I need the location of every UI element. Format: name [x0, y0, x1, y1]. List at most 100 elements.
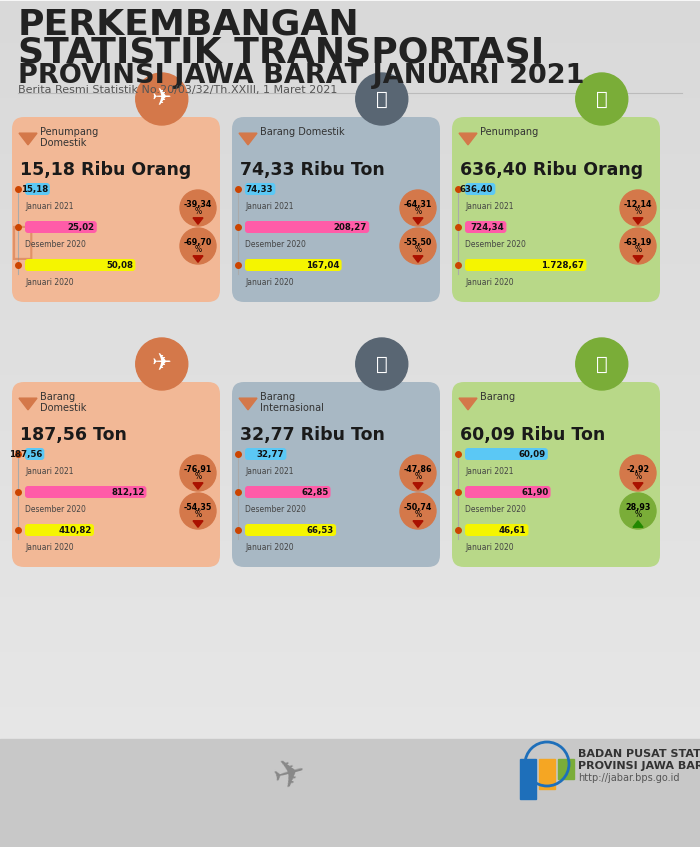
- Polygon shape: [413, 483, 423, 490]
- Circle shape: [180, 190, 216, 226]
- Text: ✈: ✈: [152, 86, 172, 110]
- Text: 187,56 Ton: 187,56 Ton: [20, 426, 127, 444]
- Text: 28,93: 28,93: [625, 502, 651, 512]
- Text: 812,12: 812,12: [111, 488, 144, 496]
- FancyBboxPatch shape: [465, 259, 587, 271]
- Text: Berita Resmi Statistik No.20/03/32/Th.XXIII, 1 Maret 2021: Berita Resmi Statistik No.20/03/32/Th.XX…: [18, 85, 337, 95]
- Text: 46,61: 46,61: [499, 525, 526, 534]
- Text: Januari 2021: Januari 2021: [25, 467, 74, 476]
- Text: Barang: Barang: [260, 392, 295, 402]
- Circle shape: [356, 338, 408, 390]
- FancyBboxPatch shape: [25, 221, 97, 233]
- Text: Barang: Barang: [40, 392, 75, 402]
- Polygon shape: [239, 133, 257, 145]
- Text: %: %: [195, 207, 202, 215]
- FancyBboxPatch shape: [245, 221, 369, 233]
- Polygon shape: [239, 398, 257, 410]
- Circle shape: [620, 228, 656, 264]
- FancyBboxPatch shape: [25, 486, 146, 498]
- Text: %: %: [634, 207, 642, 215]
- Polygon shape: [633, 256, 643, 263]
- Text: -54,35: -54,35: [184, 502, 212, 512]
- Text: Januari 2021: Januari 2021: [245, 467, 293, 476]
- Text: 208,27: 208,27: [334, 223, 368, 231]
- FancyBboxPatch shape: [25, 183, 50, 195]
- Text: Januari 2021: Januari 2021: [245, 202, 293, 211]
- Text: Desember 2020: Desember 2020: [245, 505, 306, 514]
- Text: PROVINSI JAWA BARAT JANUARI 2021: PROVINSI JAWA BARAT JANUARI 2021: [18, 63, 584, 89]
- Text: PERKEMBANGAN: PERKEMBANGAN: [18, 7, 360, 41]
- Text: %: %: [414, 207, 421, 215]
- Text: Januari 2021: Januari 2021: [465, 202, 514, 211]
- Text: 62,85: 62,85: [301, 488, 328, 496]
- Text: %: %: [634, 510, 642, 518]
- Polygon shape: [633, 218, 643, 224]
- Bar: [558, 759, 574, 779]
- Text: 32,77: 32,77: [257, 450, 284, 458]
- FancyBboxPatch shape: [232, 117, 440, 302]
- Bar: [539, 759, 555, 789]
- Text: -39,34: -39,34: [184, 200, 212, 208]
- Text: 66,53: 66,53: [307, 525, 334, 534]
- Text: Januari 2020: Januari 2020: [245, 278, 293, 287]
- Text: -69,70: -69,70: [184, 237, 212, 246]
- Circle shape: [356, 73, 408, 125]
- Text: %: %: [634, 472, 642, 480]
- Text: 74,33: 74,33: [246, 185, 274, 193]
- Text: 60,09 Ribu Ton: 60,09 Ribu Ton: [460, 426, 606, 444]
- Text: 410,82: 410,82: [59, 525, 92, 534]
- Polygon shape: [193, 521, 203, 527]
- Text: 636,40 Ribu Orang: 636,40 Ribu Orang: [460, 161, 643, 179]
- Text: Domestik: Domestik: [40, 403, 86, 413]
- Polygon shape: [19, 398, 37, 410]
- Text: Internasional: Internasional: [260, 403, 324, 413]
- FancyBboxPatch shape: [452, 117, 660, 302]
- FancyBboxPatch shape: [25, 259, 135, 271]
- Text: -50,74: -50,74: [404, 502, 432, 512]
- FancyBboxPatch shape: [245, 486, 330, 498]
- Text: ✈: ✈: [152, 351, 172, 375]
- Circle shape: [136, 73, 188, 125]
- Circle shape: [400, 190, 436, 226]
- Text: 50,08: 50,08: [106, 261, 134, 269]
- FancyBboxPatch shape: [12, 117, 220, 302]
- FancyBboxPatch shape: [465, 486, 551, 498]
- Text: 🚢: 🚢: [376, 90, 388, 108]
- Text: 60,09: 60,09: [519, 450, 546, 458]
- Circle shape: [576, 338, 628, 390]
- Circle shape: [180, 228, 216, 264]
- Text: Domestik: Domestik: [40, 138, 86, 148]
- Text: 🚶: 🚶: [10, 223, 34, 261]
- Text: 15,18 Ribu Orang: 15,18 Ribu Orang: [20, 161, 191, 179]
- Text: Penumpang: Penumpang: [480, 127, 538, 137]
- Text: -64,31: -64,31: [404, 200, 432, 208]
- Text: 167,04: 167,04: [306, 261, 340, 269]
- Text: -12,14: -12,14: [624, 200, 652, 208]
- Polygon shape: [459, 398, 477, 410]
- Text: Januari 2020: Januari 2020: [465, 543, 514, 552]
- Text: 15,18: 15,18: [20, 185, 48, 193]
- FancyBboxPatch shape: [25, 524, 94, 536]
- Text: BADAN PUSAT STATISTIK: BADAN PUSAT STATISTIK: [578, 749, 700, 759]
- Text: 1.728,67: 1.728,67: [541, 261, 584, 269]
- Polygon shape: [413, 218, 423, 224]
- Text: Barang: Barang: [480, 392, 515, 402]
- Text: PROVINSI JAWA BARAT: PROVINSI JAWA BARAT: [578, 761, 700, 771]
- Text: -47,86: -47,86: [404, 464, 433, 473]
- Circle shape: [576, 73, 628, 125]
- Text: 25,02: 25,02: [68, 223, 95, 231]
- FancyBboxPatch shape: [452, 382, 660, 567]
- Text: %: %: [414, 245, 421, 253]
- Text: 74,33 Ribu Ton: 74,33 Ribu Ton: [240, 161, 385, 179]
- Text: Januari 2020: Januari 2020: [465, 278, 514, 287]
- FancyBboxPatch shape: [232, 382, 440, 567]
- Text: 🚅: 🚅: [596, 355, 608, 374]
- Polygon shape: [413, 256, 423, 263]
- Text: Desember 2020: Desember 2020: [25, 505, 86, 514]
- FancyBboxPatch shape: [245, 448, 286, 460]
- Polygon shape: [459, 133, 477, 145]
- Text: -63,19: -63,19: [624, 237, 652, 246]
- Text: %: %: [195, 245, 202, 253]
- Text: %: %: [634, 245, 642, 253]
- Text: Barang Domestik: Barang Domestik: [260, 127, 344, 137]
